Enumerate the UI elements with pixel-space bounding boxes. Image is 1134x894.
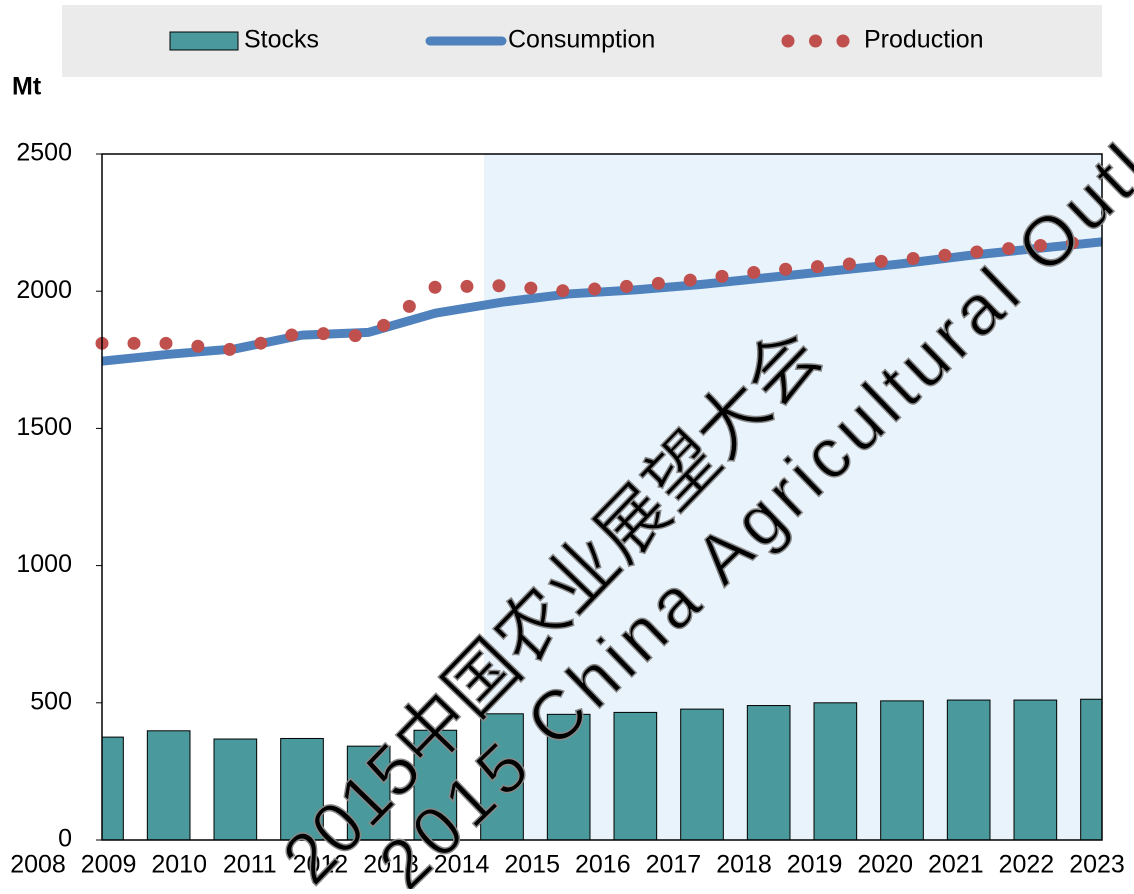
y-tick-label: 2000: [16, 276, 72, 304]
plot-border: [101, 153, 1103, 841]
bar: [480, 713, 524, 840]
x-tick-label: 2016: [575, 851, 631, 879]
bar: [213, 738, 258, 840]
bar: [413, 729, 458, 840]
x-tick-label: 2008: [10, 851, 66, 879]
x-tick-label: 2021: [928, 851, 984, 879]
x-tick-label: 2022: [999, 851, 1055, 879]
x-tick-label: 2009: [81, 851, 137, 879]
x-tick-label: 2020: [857, 851, 913, 879]
legend-swatch: [169, 31, 239, 51]
line: [102, 237, 1102, 366]
y-tick-label: 1000: [16, 550, 72, 578]
y-tick-label: 500: [30, 687, 72, 715]
x-tick-label: 2015: [504, 851, 560, 879]
x-tick-label: 2014: [434, 851, 490, 879]
bar: [1013, 699, 1058, 840]
bar: [880, 700, 924, 840]
bar: [946, 699, 991, 840]
x-tick-label: 2010: [151, 851, 207, 879]
bar: [813, 702, 858, 840]
y-axis-label: Mt: [12, 73, 42, 101]
bar: [613, 711, 658, 840]
bar: [280, 737, 324, 840]
bar: [102, 736, 124, 840]
y-tick-label: 1500: [16, 413, 72, 441]
x-tick-label: 2011: [223, 851, 277, 879]
legend-label: Consumption: [508, 26, 655, 54]
bar: [746, 705, 791, 840]
x-tick-label: 2019: [787, 851, 843, 879]
legend-label: Stocks: [244, 26, 319, 54]
bar: [346, 745, 391, 840]
legend-label: Production: [864, 26, 984, 54]
bar: [680, 708, 724, 840]
y-tick-label: 2500: [16, 139, 72, 167]
x-tick-label: 2013: [363, 851, 419, 879]
y-tick-label: 0: [58, 825, 72, 853]
x-tick-label: 2017: [646, 851, 702, 879]
x-tick-label: 2023: [1069, 851, 1125, 879]
bar: [546, 713, 591, 840]
x-tick-label: 2018: [716, 851, 772, 879]
x-tick-label: 2012: [293, 851, 349, 879]
bar: [146, 730, 191, 840]
